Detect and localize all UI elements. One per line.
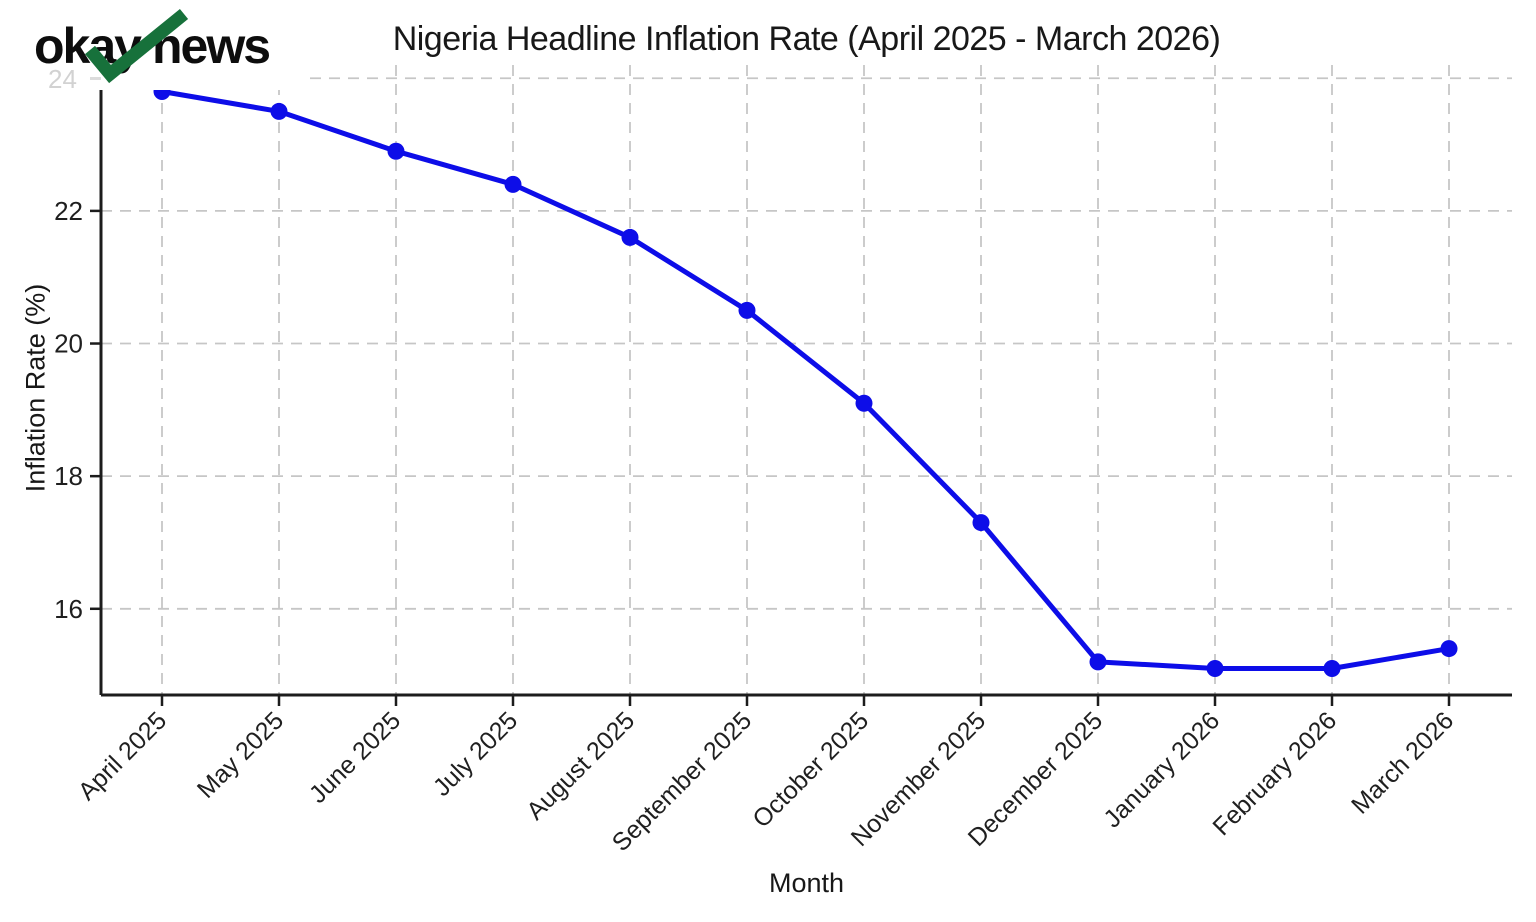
y-tick-label: 16 <box>54 594 83 624</box>
data-point <box>1440 640 1458 658</box>
y-tick-label: 20 <box>54 329 83 359</box>
y-axis-label: Inflation Rate (%) <box>20 283 51 493</box>
data-point <box>1089 653 1107 671</box>
data-point <box>972 514 990 532</box>
y-tick-mark-24-faint <box>90 77 101 80</box>
x-tick-label: May 2025 <box>192 706 289 803</box>
data-point <box>504 175 522 193</box>
data-point <box>270 102 288 120</box>
inflation-line <box>159 89 1452 671</box>
data-point <box>855 394 873 412</box>
x-tick-label: July 2025 <box>428 706 523 801</box>
data-point <box>1206 659 1224 677</box>
data-point <box>738 301 756 319</box>
x-tick-label: February 2026 <box>1207 706 1342 841</box>
y-tick-label: 22 <box>54 196 83 226</box>
y-tick-label: 18 <box>54 461 83 491</box>
x-tick-label: April 2025 <box>73 706 172 805</box>
data-point <box>387 142 405 160</box>
x-tick-label: March 2026 <box>1346 706 1459 819</box>
okaynews-logo: okay news <box>28 4 310 90</box>
logo-text-news: news <box>151 18 271 74</box>
data-point <box>621 228 639 246</box>
chart-title: Nigeria Headline Inflation Rate (April 2… <box>392 20 1221 58</box>
y-tick-label-24-faint: 24 <box>48 64 77 94</box>
x-tick-label: August 2025 <box>521 706 640 825</box>
x-tick-label: October 2025 <box>747 706 874 833</box>
data-point <box>1323 659 1341 677</box>
x-axis-label: Month <box>768 868 845 898</box>
x-tick-label: January 2026 <box>1098 706 1225 833</box>
x-tick-label: June 2025 <box>304 706 406 808</box>
